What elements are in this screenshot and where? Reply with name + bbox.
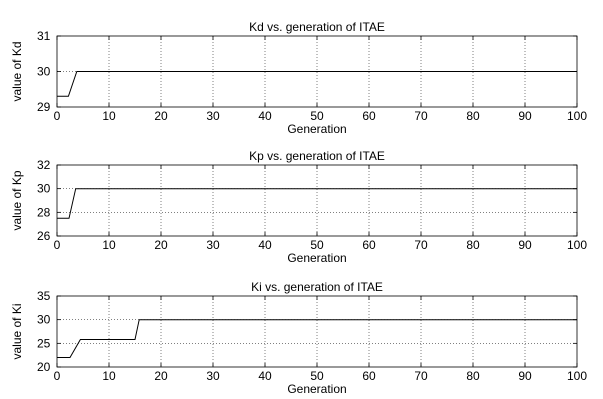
x-tick-label: 70 <box>414 238 428 252</box>
y-tick-label: 29 <box>37 100 51 114</box>
x-tick-label: 30 <box>206 238 220 252</box>
x-tick-label: 10 <box>102 109 116 123</box>
y-tick-label: 32 <box>37 158 51 172</box>
y-tick-label: 31 <box>37 29 51 43</box>
x-tick-label: 80 <box>466 109 480 123</box>
chart-title: Ki vs. generation of ITAE <box>251 280 383 294</box>
y-tick-label: 26 <box>37 229 51 243</box>
chart-title: Kp vs. generation of ITAE <box>249 149 385 163</box>
y-axis-label: value of Ki <box>10 303 24 359</box>
x-tick-label: 90 <box>518 109 532 123</box>
x-tick-label: 60 <box>362 369 376 383</box>
x-tick-label: 20 <box>154 238 168 252</box>
y-tick-label: 30 <box>37 65 51 79</box>
chart-title: Kd vs. generation of ITAE <box>249 20 385 34</box>
series-line <box>57 319 577 358</box>
y-tick-label: 20 <box>37 360 51 374</box>
y-tick-label: 35 <box>37 289 51 303</box>
x-tick-label: 50 <box>310 109 324 123</box>
x-tick-label: 90 <box>518 238 532 252</box>
y-axis-label: value of Kd <box>10 41 24 101</box>
x-tick-label: 50 <box>310 238 324 252</box>
x-tick-label: 30 <box>206 109 220 123</box>
x-tick-label: 40 <box>258 238 272 252</box>
x-tick-label: 40 <box>258 109 272 123</box>
x-tick-label: 10 <box>102 238 116 252</box>
y-tick-label: 30 <box>37 313 51 327</box>
x-tick-label: 70 <box>414 369 428 383</box>
x-tick-label: 60 <box>362 238 376 252</box>
x-tick-label: 30 <box>206 369 220 383</box>
x-tick-label: 20 <box>154 369 168 383</box>
x-axis-label: Generation <box>287 382 346 396</box>
x-tick-label: 50 <box>310 369 324 383</box>
x-tick-label: 40 <box>258 369 272 383</box>
subplot-3: 0 10 20 30 40 50 60 70 80 90 100 20 25 30 35 Ki vs. gen… <box>10 280 587 396</box>
series-line <box>57 71 577 97</box>
x-tick-label: 100 <box>567 369 587 383</box>
x-tick-label: 0 <box>54 109 61 123</box>
y-tick-label: 30 <box>37 182 51 196</box>
x-tick-label: 100 <box>567 109 587 123</box>
subplot-2: 0 10 20 30 40 50 60 70 80 90 100 26 28 30 32 Kp vs. gen… <box>10 149 587 265</box>
series-line <box>57 188 577 219</box>
x-tick-label: 0 <box>54 238 61 252</box>
x-tick-label: 20 <box>154 109 168 123</box>
y-tick-label: 28 <box>37 205 51 219</box>
x-axis-label: Generation <box>287 251 346 265</box>
x-tick-label: 90 <box>518 369 532 383</box>
x-tick-label: 100 <box>567 238 587 252</box>
x-axis-label: Generation <box>287 122 346 136</box>
x-tick-label: 0 <box>54 369 61 383</box>
y-axis-label: value of Kp <box>10 170 24 230</box>
subplot-1: 0 10 20 30 40 50 60 70 80 90 100 29 30 31 Kd vs. gener… <box>10 20 587 136</box>
y-tick-label: 25 <box>37 336 51 350</box>
x-tick-label: 10 <box>102 369 116 383</box>
x-tick-label: 60 <box>362 109 376 123</box>
x-tick-label: 80 <box>466 369 480 383</box>
x-tick-label: 80 <box>466 238 480 252</box>
x-tick-label: 70 <box>414 109 428 123</box>
